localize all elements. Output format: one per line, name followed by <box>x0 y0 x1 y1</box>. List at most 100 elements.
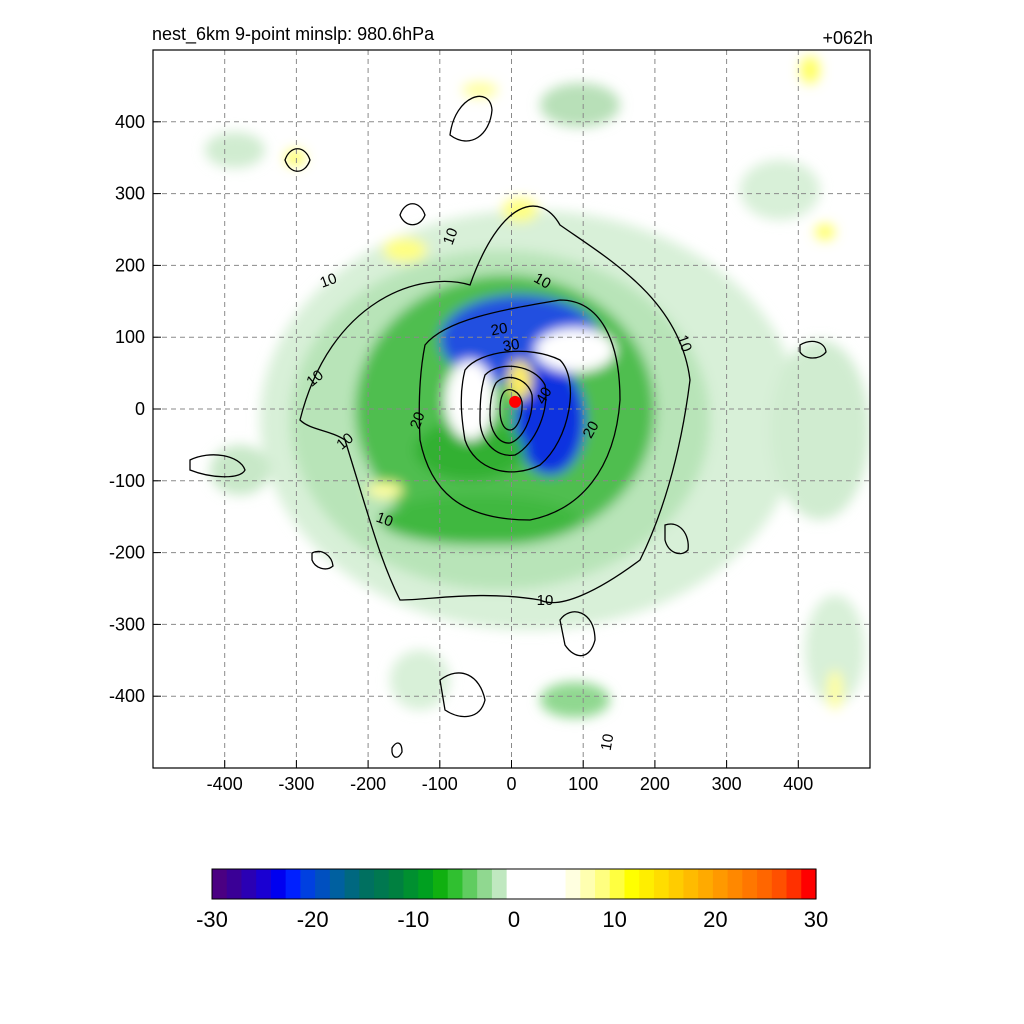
colorbar-swatch <box>712 869 729 899</box>
colorbar-tick-label: -10 <box>397 907 429 932</box>
x-tick-label: 300 <box>712 774 742 794</box>
contour-label: 20 <box>490 320 509 340</box>
contour-line <box>391 742 403 758</box>
colorbar-tick-label: 20 <box>703 907 727 932</box>
x-tick-label: 200 <box>640 774 670 794</box>
colorbar-swatch <box>403 869 419 899</box>
colorbar-swatch <box>226 869 243 899</box>
contour-line <box>489 376 533 444</box>
colorbar-swatch <box>359 869 375 899</box>
y-tick-label: 200 <box>115 255 145 275</box>
colorbar-swatch <box>801 869 817 899</box>
colorbar-swatch <box>491 869 508 899</box>
contour-line <box>189 454 246 478</box>
colorbar-swatch <box>595 869 611 899</box>
colorbar-swatch <box>624 869 640 899</box>
colorbar-swatch <box>565 869 581 899</box>
colorbar-swatch <box>786 869 802 899</box>
colorbar-swatch <box>241 869 257 899</box>
y-tick-label: -100 <box>109 471 145 491</box>
contour-line <box>449 95 493 142</box>
contour-label: 40 <box>533 384 556 407</box>
colorbar-swatch <box>447 869 464 899</box>
colorbar-swatch <box>727 869 743 899</box>
colorbar-swatch <box>374 869 390 899</box>
colorbar-swatch <box>256 869 272 899</box>
colorbar-tick-label: -20 <box>297 907 329 932</box>
colorbar-swatch <box>270 869 287 899</box>
contour-line <box>799 340 827 359</box>
colorbar-swatch <box>653 869 670 899</box>
y-tick-label: 400 <box>115 112 145 132</box>
colorbar-swatch <box>698 869 714 899</box>
colorbar-swatch <box>757 869 773 899</box>
shaded-field <box>205 56 870 718</box>
x-tick-label: 100 <box>568 774 598 794</box>
contour-line <box>299 205 691 604</box>
contour-line <box>439 672 486 718</box>
colorbar-tick-label: 10 <box>602 907 626 932</box>
colorbar-swatch <box>388 869 405 899</box>
colorbar-swatch <box>285 869 301 899</box>
colorbar-swatch <box>639 869 655 899</box>
storm-center-marker <box>509 395 522 408</box>
contour-label: 10 <box>374 509 395 531</box>
colorbar-swatch <box>668 869 685 899</box>
colorbar-swatch <box>580 869 596 899</box>
contour-line <box>460 350 572 473</box>
y-tick-label: 300 <box>115 184 145 204</box>
contour-label: 10 <box>537 592 554 609</box>
colorbar-frame <box>211 868 817 900</box>
colorbar-swatch <box>683 869 699 899</box>
contour-line <box>284 148 311 172</box>
contour-line <box>559 611 596 657</box>
colorbar-swatch <box>536 869 552 899</box>
colorbar-swatch <box>344 869 360 899</box>
colorbar-swatch <box>329 869 346 899</box>
x-tick-label: -400 <box>207 774 243 794</box>
x-tick-label: -300 <box>278 774 314 794</box>
colorbar-swatch <box>432 869 449 899</box>
contour-label: 20 <box>407 410 429 431</box>
colorbar-swatch <box>300 869 316 899</box>
contour-line <box>479 365 547 456</box>
y-tick-label: -300 <box>109 614 145 634</box>
grid-lines <box>153 50 870 768</box>
colorbar-swatch <box>477 869 493 899</box>
colorbar-swatch <box>315 869 331 899</box>
x-tick-label: 400 <box>783 774 813 794</box>
colorbar-swatch <box>418 869 434 899</box>
colorbar-swatch <box>609 869 626 899</box>
x-tick-label: -100 <box>422 774 458 794</box>
colorbar-swatch <box>550 869 567 899</box>
contour-label: 10 <box>673 333 695 354</box>
y-tick-label: -200 <box>109 543 145 563</box>
contour-line <box>418 299 621 521</box>
contour-label: 10 <box>440 226 462 247</box>
x-tick-label: 0 <box>506 774 516 794</box>
contour-line <box>399 203 426 226</box>
colorbar-swatch <box>742 869 758 899</box>
contour-lines <box>189 95 827 758</box>
contour-line <box>664 523 689 555</box>
contour-label: 30 <box>502 336 521 356</box>
y-tick-label: 100 <box>115 327 145 347</box>
colorbar-swatch <box>506 869 522 899</box>
colorbar-swatch <box>212 869 228 899</box>
contour-labels: 10 10 10 10 10 10 10 10 10 20 20 20 30 4… <box>303 226 695 752</box>
colorbar-swatch <box>771 869 788 899</box>
colorbar-tick-label: 30 <box>804 907 828 932</box>
colorbar-tick-label: -30 <box>196 907 228 932</box>
forecast-hour-label: +062h <box>822 28 873 48</box>
axis-ticks: -400 -300 -200 -100 0 100 200 300 40040030020010… <box>109 112 813 794</box>
colorbar-swatch <box>462 869 478 899</box>
y-tick-label: -400 <box>109 686 145 706</box>
contour-label: 20 <box>580 418 603 441</box>
y-tick-label: 0 <box>135 399 145 419</box>
contour-line <box>311 550 334 570</box>
contour-label: 10 <box>318 270 339 292</box>
contour-label: 10 <box>598 733 618 752</box>
contour-label: 10 <box>531 270 554 293</box>
colorbar: -30 -20 -10 0 10 20 30 <box>196 868 828 932</box>
